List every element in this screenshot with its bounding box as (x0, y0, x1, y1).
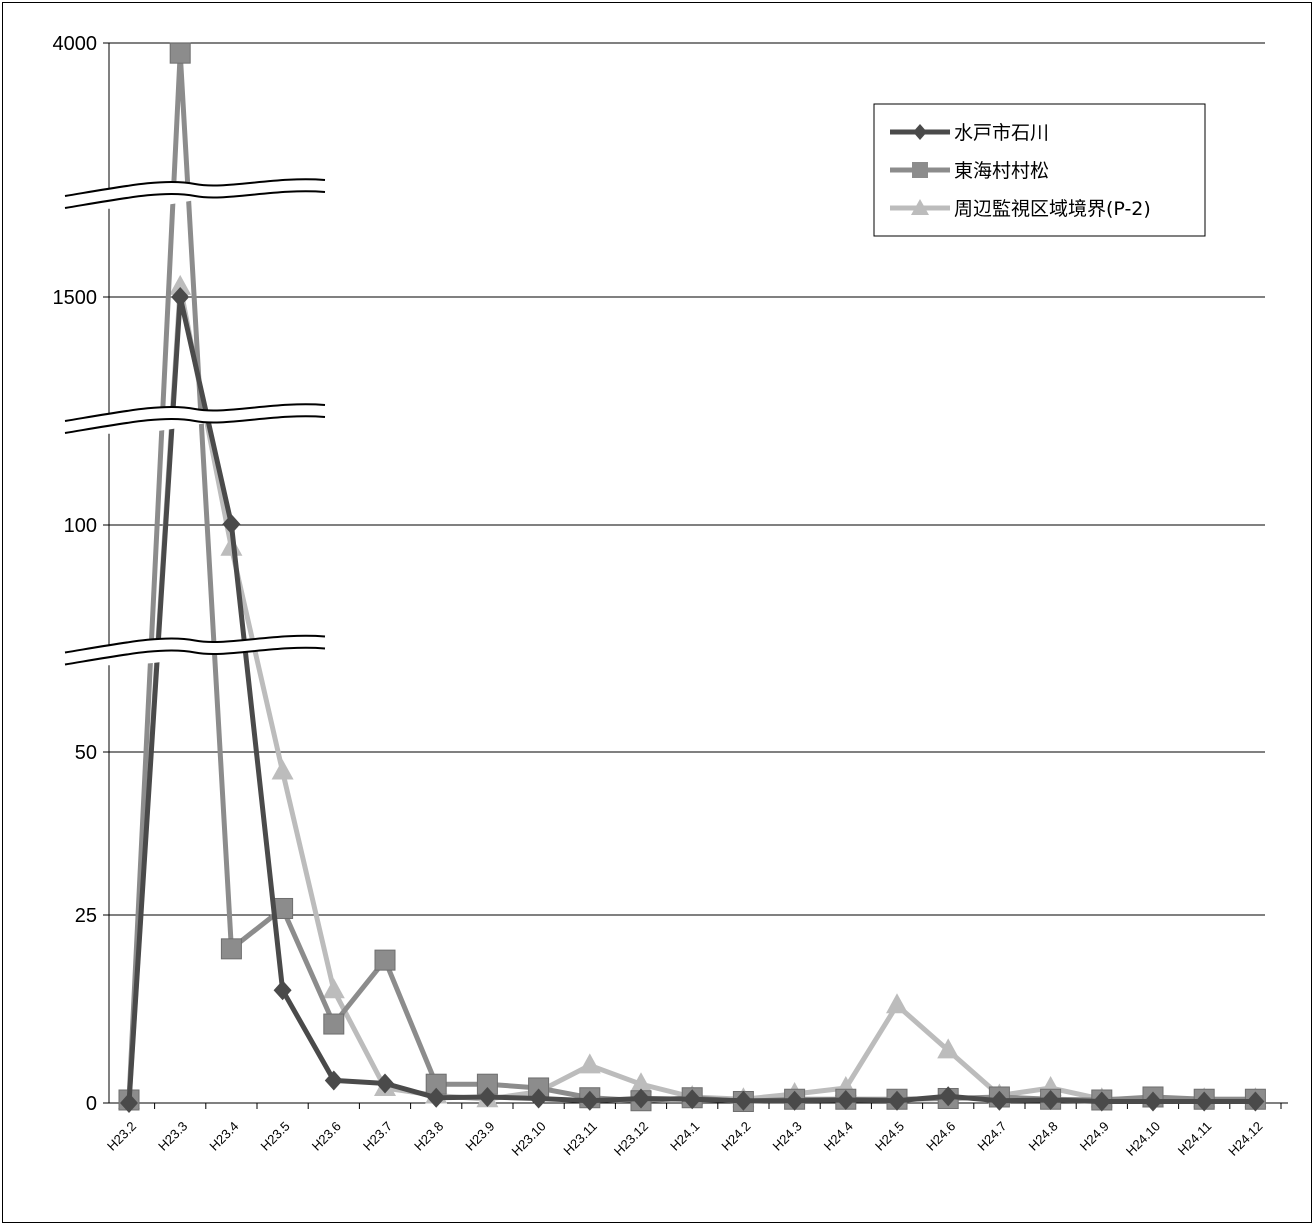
legend-label: 東海村村松 (954, 160, 1049, 182)
legend-entry: 東海村村松 (890, 160, 1049, 182)
y-tick-label: 1500 (53, 287, 98, 309)
data-point (427, 1087, 446, 1108)
x-tick-label: H24.8 (1026, 1119, 1061, 1154)
x-tick-label: H24.7 (974, 1119, 1009, 1154)
data-point (322, 978, 345, 999)
data-point (222, 514, 241, 535)
data-point (888, 1090, 906, 1111)
x-tick-label: H24.11 (1175, 1119, 1215, 1159)
data-point (580, 1090, 599, 1111)
x-tick-label: H24.4 (821, 1119, 856, 1154)
data-point (734, 1090, 753, 1111)
x-tick-label: H23.3 (155, 1119, 190, 1154)
legend-marker (911, 199, 929, 215)
x-tick-label: H23.12 (611, 1119, 651, 1159)
y-tick-label: 25 (75, 905, 97, 927)
data-point (529, 1088, 548, 1109)
x-tick-labels: H23.2 H23.3 H23.4 H23.5 H23.6 H23.7 H23.8 H23.9… (104, 1119, 1266, 1159)
x-tick-label: H24.1 (667, 1119, 702, 1154)
x-tick-label: H23.5 (258, 1119, 293, 1154)
data-point (1195, 1091, 1214, 1112)
axis-break (64, 178, 326, 209)
x-tick-label: H24.10 (1123, 1119, 1163, 1159)
data-point (273, 980, 292, 1001)
y-tick-label: 50 (75, 742, 97, 764)
x-tick-label: H24.5 (872, 1119, 907, 1154)
x-tick-label: H23.9 (462, 1119, 497, 1154)
x-tick-label: H23.7 (360, 1119, 395, 1154)
x-tick-label: H23.10 (508, 1119, 548, 1159)
data-point (271, 759, 294, 780)
data-point (478, 1086, 497, 1107)
data-point (937, 1038, 960, 1059)
data-point (630, 1072, 652, 1093)
data-point (1092, 1091, 1111, 1112)
series-group (118, 42, 1267, 1113)
x-tick-label: H24.3 (770, 1119, 805, 1154)
axis-break (64, 403, 326, 434)
data-point (785, 1090, 804, 1111)
data-point (1246, 1091, 1265, 1112)
data-point (578, 1053, 601, 1074)
data-point (120, 1093, 138, 1113)
y-tick-label: 4000 (53, 33, 98, 55)
legend-entry: 水戸市石川 (890, 122, 1049, 144)
legend-label: 水戸市石川 (954, 122, 1049, 144)
data-point (836, 1089, 855, 1110)
data-point (220, 938, 242, 960)
y-tick-labels: 0 25 50 100 1500 4000 (53, 33, 98, 1115)
x-tick-label: H24.12 (1225, 1119, 1265, 1159)
legend-label: 周辺監視区域境界(P-2) (954, 198, 1151, 220)
legend-entry: 周辺監視区域境界(P-2) (890, 198, 1151, 220)
data-point (683, 1089, 702, 1110)
data-point (1041, 1089, 1060, 1110)
data-point (324, 1070, 343, 1091)
data-point (374, 949, 396, 971)
data-point (1144, 1091, 1162, 1112)
data-point (169, 274, 192, 295)
x-tick-label: H23.4 (206, 1119, 241, 1154)
x-tick-label: H23.11 (560, 1119, 600, 1159)
data-point (169, 42, 191, 64)
x-tick-label: H23.6 (309, 1119, 344, 1154)
x-tick-label: H24.2 (718, 1119, 753, 1154)
legend-marker (913, 124, 927, 140)
data-point (376, 1073, 394, 1094)
axis-break-marks (64, 178, 326, 666)
data-point (886, 993, 908, 1014)
x-tick-label: H23.2 (104, 1119, 139, 1154)
x-tick-label: H23.8 (411, 1119, 446, 1154)
data-point (990, 1090, 1009, 1111)
data-point (323, 1013, 345, 1035)
y-tick-label: 100 (64, 515, 97, 537)
data-point (632, 1088, 650, 1109)
x-tick-label: H24.6 (923, 1119, 958, 1154)
x-tick-label: H24.9 (1077, 1119, 1112, 1154)
data-point (939, 1086, 958, 1107)
y-tick-label: 0 (86, 1093, 97, 1115)
data-point (171, 287, 190, 307)
legend-marker (912, 162, 928, 178)
grid-lines (109, 42, 1265, 916)
axis-break (64, 634, 326, 666)
